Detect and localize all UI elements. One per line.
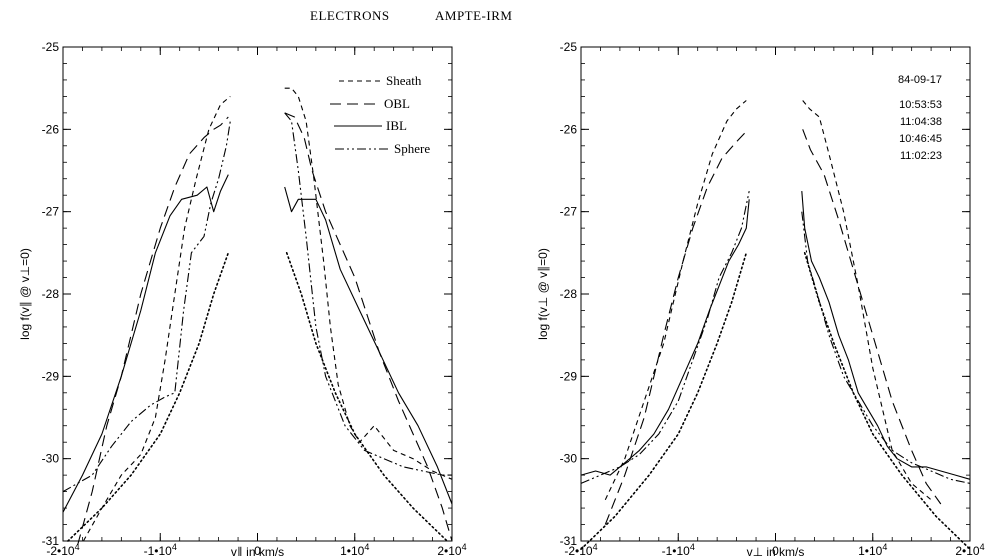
left-y-tick-label: -26	[42, 122, 60, 136]
annotation-time-ibl: 10:46:45	[899, 133, 942, 145]
left-x-tick-label: 1•104	[340, 542, 369, 556]
left-series-model-line-neg	[67, 252, 230, 542]
left-x-tick-label: -2•104	[46, 542, 79, 556]
left-y-tick-label: -30	[42, 452, 60, 466]
right-series-ibl-line-pos	[801, 191, 971, 480]
annotation-time-sphere: 11:02:23	[900, 150, 942, 162]
right-series-sheath-line-neg	[604, 100, 747, 501]
left-series-ibl-line-neg	[62, 174, 229, 513]
left-x-tick-label: 2•104	[437, 542, 466, 556]
right-x-tick-label: 0	[772, 544, 779, 556]
right-x-tick-label: 2•104	[955, 542, 984, 556]
right-y-tick-label: -26	[560, 122, 578, 136]
left-y-tick-label: -25	[42, 40, 60, 54]
annotation-time-obl: 11:04:38	[900, 116, 942, 128]
left-series-model-line-pos	[285, 252, 448, 542]
right-series-sphere-line-pos	[801, 211, 971, 484]
left-plot-series	[62, 87, 453, 546]
left-y-tick-label: -31	[42, 534, 60, 548]
left-series-sphere-line-neg	[62, 121, 231, 493]
left-axis-ticks: -25 -26 -27 -28 -29 -30 -31-2•104 -1•104 0 1•104 2…	[42, 40, 467, 556]
left-series-obl-line-neg	[77, 116, 229, 546]
header-title-right: AMPTE-IRM	[435, 8, 512, 23]
legend-sphere-label: Sphere	[394, 141, 430, 156]
left-series-sheath-line-pos	[284, 87, 453, 480]
right-y-tick-label: -28	[560, 287, 578, 301]
legend-obl-label: OBL	[384, 96, 410, 111]
right-plot-series	[580, 100, 971, 550]
right-y-axis-label: log f(v⊥ @ v∥=0)	[536, 248, 550, 340]
left-y-tick-label: -29	[42, 369, 60, 383]
left-series-obl-line-pos	[284, 112, 453, 542]
right-y-tick-label: -25	[560, 40, 578, 54]
right-y-tick-label: -31	[560, 534, 578, 548]
left-series-sphere-line-pos	[284, 112, 452, 476]
left-y-tick-label: -27	[42, 205, 60, 219]
left-x-tick-label: 0	[254, 544, 261, 556]
legend-ibl-label: IBL	[386, 118, 407, 133]
right-x-axis-label: v⊥ in km/s	[747, 545, 805, 556]
right-x-tick-label: 1•104	[858, 542, 887, 556]
right-series-ibl-line-neg	[580, 199, 750, 476]
right-series-model-line-pos	[803, 252, 971, 550]
right-series-obl-line-neg	[604, 128, 749, 525]
annotation-time-sheath: 10:53:53	[899, 99, 942, 111]
right-y-tick-label: -29	[560, 369, 578, 383]
right-plot-panel: -25-26-27-28-29-30-31-2•104 -1•104 0 1•104 2…	[536, 40, 985, 556]
right-y-tick-label: -27	[560, 205, 578, 219]
right-series-sphere-line-neg	[580, 190, 750, 484]
right-y-tick-label: -30	[560, 452, 578, 466]
left-x-tick-label: -1•104	[144, 542, 177, 556]
left-series-ibl-line-pos	[284, 186, 453, 505]
legend: Sheath OBL IBL Sphere	[330, 73, 430, 156]
left-x-axis-label: v∥ in km/s	[231, 545, 284, 556]
right-x-tick-label: -1•104	[662, 542, 695, 556]
left-y-axis-label: log f(v∥ @ v⊥=0)	[18, 248, 32, 340]
annotation-date: 84-09-17	[898, 74, 942, 86]
right-axis-ticks: -25-26-27-28-29-30-31-2•104 -1•104 0 1•104 2…	[560, 40, 985, 556]
header-title-left: ELECTRONS	[310, 8, 390, 23]
left-y-tick-label: -28	[42, 287, 60, 301]
legend-sheath-label: Sheath	[386, 73, 422, 88]
right-series-obl-line-pos	[802, 129, 942, 505]
right-series-model-line-neg	[580, 252, 748, 550]
left-series-sheath-line-neg	[82, 95, 231, 542]
timestamp-annotations: 84-09-17 10:53:53 11:04:38 10:46:45 11:0…	[898, 74, 942, 162]
left-plot-panel: -25 -26 -27 -28 -29 -30 -31-2•104 -1•104 0 1•104 2…	[18, 40, 467, 556]
